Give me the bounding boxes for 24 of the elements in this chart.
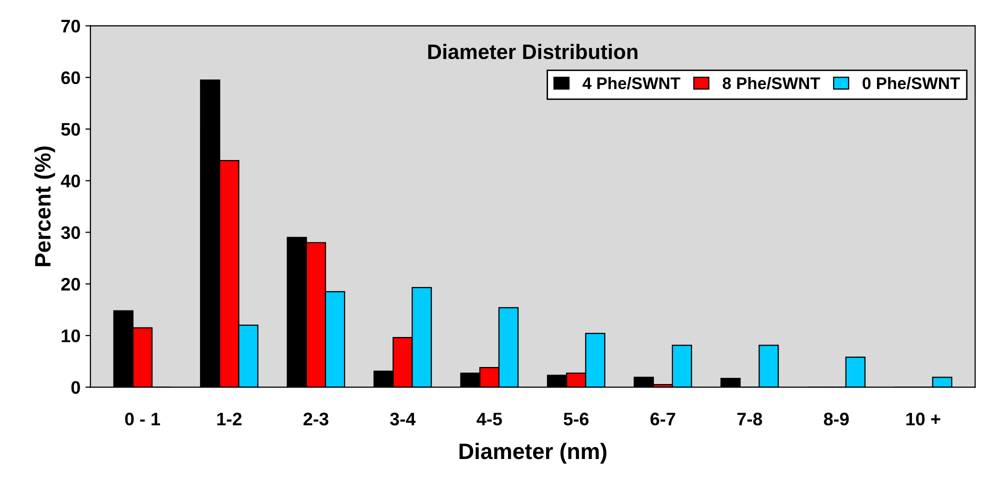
x-tick-label: 2-3 [304,412,328,426]
y-tick-label: 20 [61,278,80,291]
x-tick-label: 0 - 1 [125,412,160,426]
y-tick-label: 10 [62,329,80,342]
legend-label: 8 Phe/SWNT [722,76,820,90]
y-tick-label: 0 [71,381,80,394]
x-tick-label: 4-5 [476,412,502,426]
x-tick-label: 3-4 [390,412,416,426]
x-tick-label: 5-6 [564,412,589,426]
y-axis-title: Percent (%) [34,146,56,266]
x-tick-label: 8-9 [824,412,849,426]
y-tick-label: 70 [61,20,80,33]
x-tick-label: 7-8 [737,412,762,426]
text: Diameter Distribution [428,44,638,60]
x-tick-label: 10 + [906,412,940,426]
x-axis-title: Diameter (nm) [460,442,606,464]
legend-label: 0 Phe/SWNT [862,76,960,90]
legend-label: 4 Phe/SWNT [582,76,680,90]
x-tick-label: 1-2 [217,412,242,426]
y-tick-label: 60 [61,71,80,84]
y-tick-label: 50 [61,122,80,136]
x-tick-label: 6-7 [650,412,676,426]
y-tick-label: 30 [61,226,80,240]
y-tick-label: 40 [60,174,80,188]
